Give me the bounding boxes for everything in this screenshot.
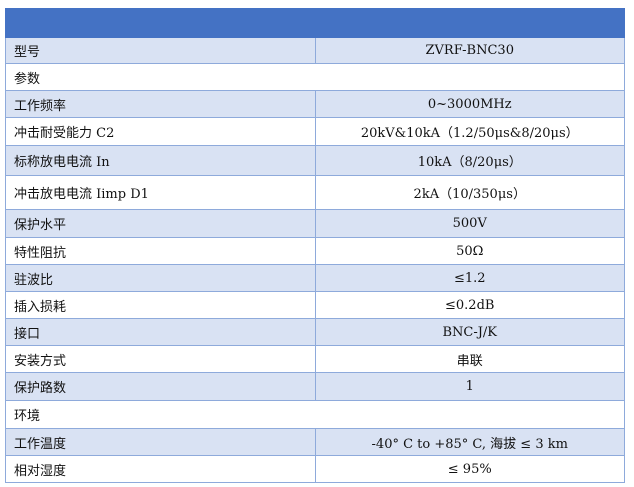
spec-value: ZVRF-BNC30 <box>314 37 625 64</box>
table-row: 接口 BNC-J/K <box>5 318 625 346</box>
spec-value: 500V <box>314 209 625 238</box>
table-row: 相对湿度 ≤ 95% <box>5 455 625 483</box>
section-label: 参数 <box>5 63 625 91</box>
spec-label: 安装方式 <box>5 345 316 373</box>
spec-label: 特性阻抗 <box>5 237 316 265</box>
spec-value: 2kA（10/350μs） <box>314 175 625 210</box>
table-row: 标称放电电流 In 10kA（8/20μs） <box>5 145 625 176</box>
spec-label: 工作频率 <box>5 90 316 118</box>
table-row: 保护水平 500V <box>5 209 625 238</box>
table-row: 工作温度 -40° C to +85° C, 海拔 ≤ 3 km <box>5 428 625 456</box>
spec-label: 插入损耗 <box>5 291 316 319</box>
section-row: 参数 <box>5 63 625 91</box>
spec-value: ≤0.2dB <box>314 291 625 319</box>
spec-value: BNC-J/K <box>314 318 625 346</box>
section-label: 环境 <box>5 400 625 429</box>
section-row: 环境 <box>5 400 625 429</box>
table-row: 插入损耗 ≤0.2dB <box>5 291 625 319</box>
spec-label: 相对湿度 <box>5 455 316 483</box>
spec-value: 串联 <box>314 345 625 373</box>
spec-label: 型号 <box>5 37 316 64</box>
spec-label: 驻波比 <box>5 264 316 292</box>
spec-value: 20kV&10kA（1.2/50μs&8/20μs） <box>314 117 625 146</box>
spec-value: -40° C to +85° C, 海拔 ≤ 3 km <box>314 428 625 456</box>
spec-value: 0~3000MHz <box>314 90 625 118</box>
spec-label: 接口 <box>5 318 316 346</box>
table-row: 型号 ZVRF-BNC30 <box>5 37 625 64</box>
table-row: 特性阻抗 50Ω <box>5 237 625 265</box>
spec-value: ≤1.2 <box>314 264 625 292</box>
table-row: 驻波比 ≤1.2 <box>5 264 625 292</box>
table-row: 安装方式 串联 <box>5 345 625 373</box>
spec-table: 型号 ZVRF-BNC30 参数 工作频率 0~3000MHz 冲击耐受能力 C2 20kV… <box>5 8 625 483</box>
spec-label: 工作温度 <box>5 428 316 456</box>
spec-label: 冲击放电电流 Iimp D1 <box>5 175 316 210</box>
table-row: 冲击耐受能力 C2 20kV&10kA（1.2/50μs&8/20μs） <box>5 117 625 146</box>
spec-value: ≤ 95% <box>314 455 625 483</box>
table-header-bar <box>5 8 625 38</box>
spec-label: 冲击耐受能力 C2 <box>5 117 316 146</box>
spec-label: 保护路数 <box>5 372 316 401</box>
spec-value: 50Ω <box>314 237 625 265</box>
spec-value: 10kA（8/20μs） <box>314 145 625 176</box>
spec-label: 保护水平 <box>5 209 316 238</box>
table-row: 工作频率 0~3000MHz <box>5 90 625 118</box>
table-row: 冲击放电电流 Iimp D1 2kA（10/350μs） <box>5 175 625 210</box>
spec-label: 标称放电电流 In <box>5 145 316 176</box>
spec-value: 1 <box>314 372 625 401</box>
table-row: 保护路数 1 <box>5 372 625 401</box>
